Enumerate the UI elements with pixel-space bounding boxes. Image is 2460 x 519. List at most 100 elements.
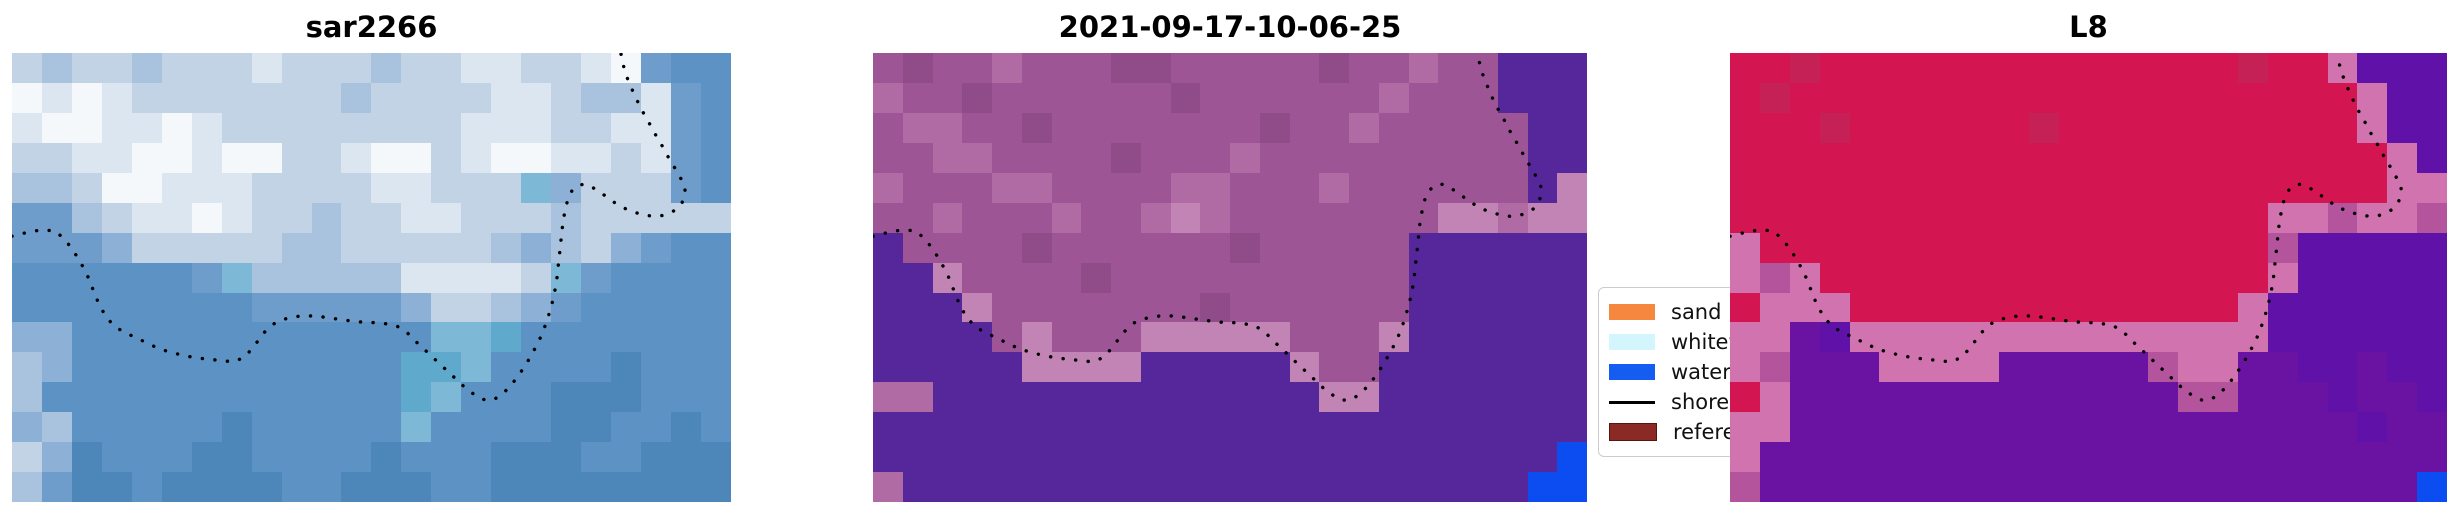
pixel-cell [131, 172, 162, 203]
pixel-cell [1527, 112, 1558, 143]
pixel-cell [131, 112, 162, 143]
pixel-cell [1408, 292, 1439, 323]
pixel-cell [962, 232, 992, 263]
pixel-cell [1170, 82, 1201, 113]
pixel-cell [1468, 172, 1498, 203]
pixel-cell [1081, 142, 1111, 173]
pixel-cell [431, 292, 462, 323]
pixel-cell [1909, 322, 1940, 353]
pixel-cell [1200, 412, 1230, 443]
pixel-cell [2327, 53, 2358, 83]
pixel-cell [1408, 232, 1439, 263]
pixel-cell [1969, 382, 1999, 413]
pixel-cell [1051, 142, 1082, 173]
pixel-cell [461, 142, 492, 173]
pixel-cell [2028, 352, 2059, 383]
pixel-cell [1849, 172, 1880, 203]
pixel-cell [311, 382, 342, 413]
pixel-cell [2118, 142, 2149, 173]
pixel-cell [2267, 112, 2298, 143]
pixel-cell [281, 472, 312, 503]
pixel-cell [1378, 53, 1409, 83]
pixel-cell [221, 472, 252, 503]
pixel-cell [1319, 352, 1349, 383]
pixel-cell [2208, 202, 2238, 233]
pixel-cell [1319, 382, 1349, 413]
pixel-cell [1527, 202, 1558, 233]
pixel-cell [12, 322, 42, 353]
pixel-cell [1527, 322, 1558, 353]
pixel-cell [1170, 232, 1201, 263]
pixel-cell [1557, 202, 1587, 233]
panel-title-l8: L8 [2069, 10, 2108, 44]
pixel-cell [341, 442, 372, 473]
pixel-cell [221, 82, 252, 113]
pixel-cell [1170, 292, 1201, 323]
pixel-cell [1527, 382, 1558, 413]
pixel-cell [521, 352, 552, 383]
pixel-cell [2357, 472, 2388, 503]
pixel-cell [131, 472, 162, 503]
pixel-cell [311, 322, 342, 353]
pixel-cell [1730, 472, 1760, 503]
pixel-cell [341, 82, 372, 113]
pixel-cell [2297, 53, 2328, 83]
pixel-cell [1909, 202, 1940, 233]
pixel-cell [1939, 232, 1969, 263]
pixel-cell [1468, 262, 1498, 293]
pixel-cell [1819, 472, 1850, 503]
pixel-cell [1879, 412, 1910, 443]
pixel-cell [1879, 53, 1910, 83]
pixel-cell [101, 82, 132, 113]
pixel-cell [41, 292, 72, 323]
pixel-cell [2297, 472, 2328, 503]
pixel-cell [431, 82, 462, 113]
pixel-cell [1849, 412, 1880, 443]
pixel-cell [1468, 82, 1498, 113]
pixel-cell [1021, 442, 1052, 473]
pixel-cell [1081, 172, 1111, 203]
pixel-cell [12, 412, 42, 443]
pixel-cell [551, 382, 582, 413]
pixel-cell [1939, 472, 1969, 503]
pixel-cell [1819, 292, 1850, 323]
pixel-cell [401, 232, 432, 263]
pixel-cell [521, 292, 552, 323]
pixel-cell [12, 142, 42, 173]
pixel-cell [2148, 112, 2179, 143]
pixel-cell [131, 292, 162, 323]
pixel-cell [2058, 322, 2089, 353]
pixel-cell [1759, 292, 1790, 323]
pixel-cell [1408, 112, 1439, 143]
pixel-cell [2058, 142, 2089, 173]
pixel-cell [2058, 232, 2089, 263]
pixel-cell [992, 442, 1022, 473]
pixel-cell [2148, 262, 2179, 293]
pixel-cell [491, 142, 522, 173]
pixel-cell [700, 142, 731, 173]
pixel-cell [611, 53, 642, 83]
pixel-cell [992, 82, 1022, 113]
pixel-cell [1319, 53, 1349, 83]
pixel-cell [1879, 202, 1910, 233]
pixel-cell [1111, 352, 1141, 383]
pixel-cell [1819, 172, 1850, 203]
pixel-cell [2058, 202, 2089, 233]
pixel-cell [1730, 142, 1760, 173]
pixel-cell [992, 472, 1022, 503]
pixel-cell [611, 442, 642, 473]
pixel-cell [670, 382, 701, 413]
pixel-cell [2237, 232, 2268, 263]
pixel-cell [401, 472, 432, 503]
pixel-cell [1259, 472, 1290, 503]
pixel-cell [641, 232, 671, 263]
pixel-cell [1200, 322, 1230, 353]
pixel-cell [1319, 142, 1349, 173]
pixel-cell [401, 142, 432, 173]
pixel-cell [2208, 53, 2238, 83]
pixel-cell [1259, 202, 1290, 233]
pixel-cell [2387, 382, 2418, 413]
pixel-cell [1909, 352, 1940, 383]
pixel-cell [251, 232, 282, 263]
pixel-cell [1789, 442, 1820, 473]
